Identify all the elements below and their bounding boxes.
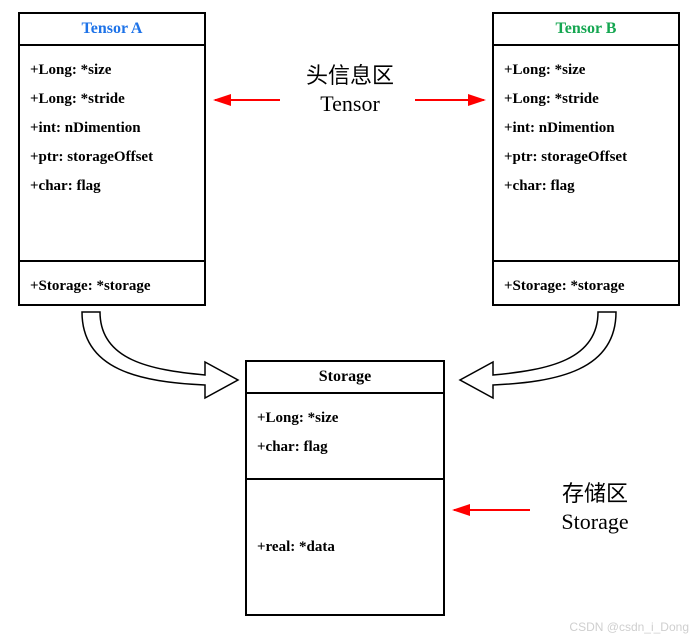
storage-box: Storage +Long: *size +char: flag +real: …: [245, 360, 445, 616]
tensor-b-fields: +Long: *size +Long: *stride +int: nDimen…: [494, 46, 678, 262]
field: +char: flag: [255, 433, 435, 462]
field: +char: flag: [502, 172, 670, 201]
field: +int: nDimention: [28, 114, 196, 143]
field: +Long: *size: [502, 56, 670, 85]
annotation-header: 头信息区 Tensor: [290, 62, 410, 117]
field: +Long: *stride: [502, 85, 670, 114]
tensor-a-fields: +Long: *size +Long: *stride +int: nDimen…: [20, 46, 204, 262]
storage-title: Storage: [247, 362, 443, 394]
field: +Long: *size: [255, 404, 435, 433]
storage-fields: +Long: *size +char: flag: [247, 394, 443, 480]
tensor-a-title: Tensor A: [20, 14, 204, 46]
field: +int: nDimention: [502, 114, 670, 143]
curved-arrow-right: [460, 312, 616, 398]
annotation-storage-en: Storage: [540, 508, 650, 536]
tensor-a-footer: +Storage: *storage: [20, 262, 204, 304]
field: +Storage: *storage: [502, 272, 670, 301]
storage-footer: +real: *data: [247, 480, 443, 614]
field: +ptr: storageOffset: [502, 143, 670, 172]
field: +Long: *stride: [28, 85, 196, 114]
annotation-storage: 存储区 Storage: [540, 480, 650, 535]
field: +ptr: storageOffset: [28, 143, 196, 172]
annotation-header-en: Tensor: [290, 90, 410, 118]
field: +char: flag: [28, 172, 196, 201]
watermark: CSDN @csdn_i_Dong: [569, 620, 689, 634]
tensor-b-title: Tensor B: [494, 14, 678, 46]
annotation-storage-cn: 存储区: [540, 480, 650, 508]
field: +Storage: *storage: [28, 272, 196, 301]
annotation-header-cn: 头信息区: [290, 62, 410, 90]
field: +real: *data: [255, 533, 337, 562]
tensor-a-box: Tensor A +Long: *size +Long: *stride +in…: [18, 12, 206, 306]
field: +Long: *size: [28, 56, 196, 85]
curved-arrow-left: [82, 312, 238, 398]
tensor-b-footer: +Storage: *storage: [494, 262, 678, 304]
tensor-b-box: Tensor B +Long: *size +Long: *stride +in…: [492, 12, 680, 306]
